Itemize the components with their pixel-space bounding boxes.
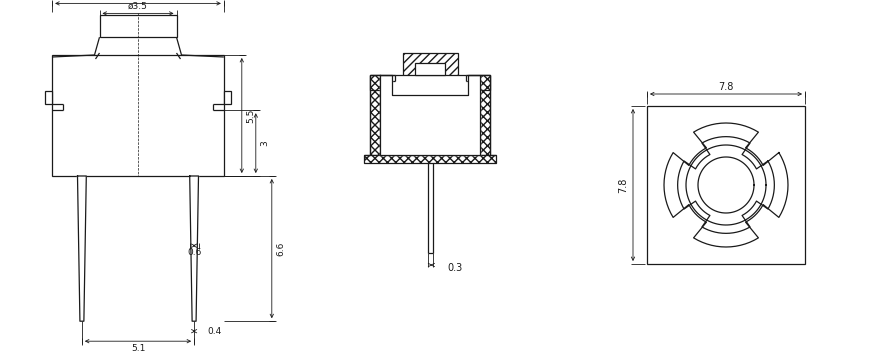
Text: 7.8: 7.8	[718, 82, 733, 92]
Bar	[647, 106, 805, 264]
Bar	[480, 75, 490, 90]
Text: ø3.5: ø3.5	[128, 2, 148, 11]
Bar	[480, 75, 490, 155]
Text: 7.8: 7.8	[131, 0, 145, 1]
Text: 0.4: 0.4	[208, 327, 222, 336]
Text: 0.6: 0.6	[187, 248, 202, 257]
Bar	[52, 55, 223, 176]
Text: 7.8: 7.8	[618, 177, 628, 193]
Text: 6.6: 6.6	[276, 241, 285, 256]
Text: 3: 3	[260, 140, 269, 146]
Bar	[100, 16, 176, 37]
Bar	[364, 155, 496, 163]
Bar	[415, 63, 445, 75]
Polygon shape	[189, 176, 198, 321]
Bar	[370, 75, 380, 90]
Text: 0.3: 0.3	[447, 263, 462, 273]
Bar	[45, 91, 52, 104]
Polygon shape	[380, 75, 480, 155]
Text: 5.5: 5.5	[246, 108, 255, 123]
Bar	[402, 53, 457, 75]
Text: 5.1: 5.1	[131, 344, 145, 353]
Polygon shape	[78, 176, 86, 321]
Bar	[223, 91, 230, 104]
Bar	[370, 75, 380, 155]
